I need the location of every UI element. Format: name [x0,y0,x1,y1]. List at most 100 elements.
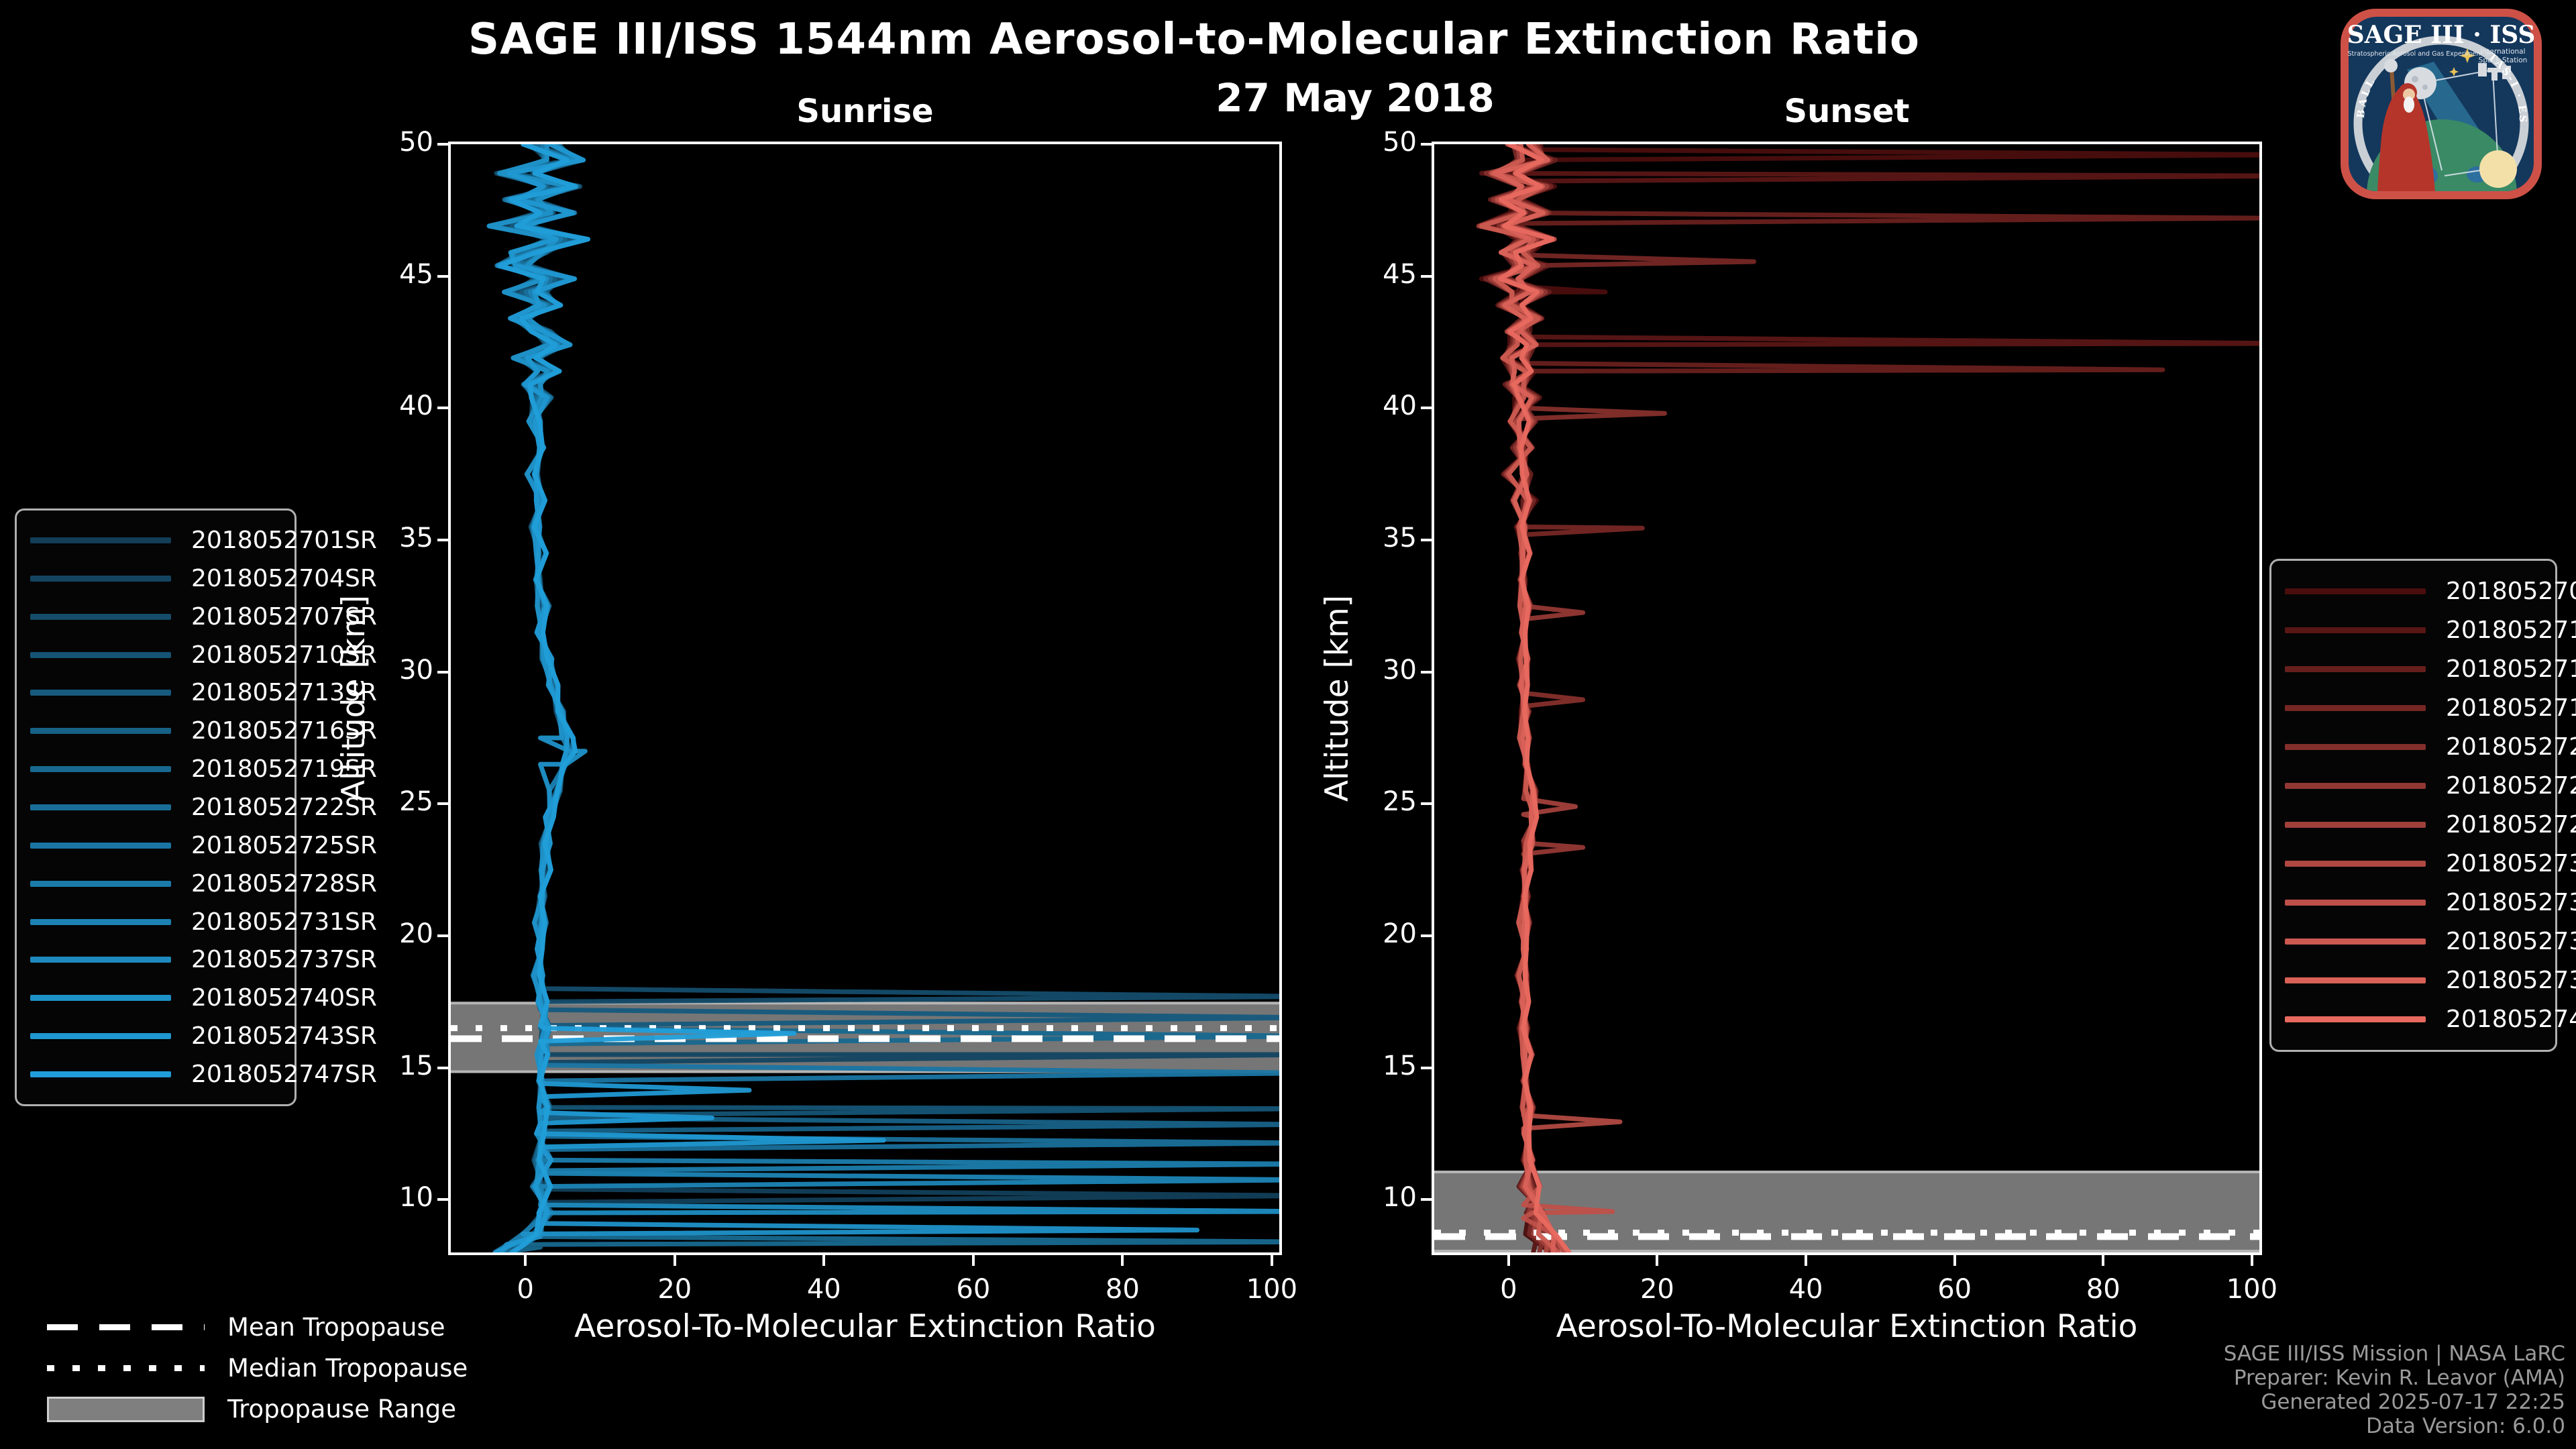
y-tick-mark [437,934,448,937]
legend-line-swatch [30,690,171,696]
x-tick-label: 40 [806,1274,841,1305]
legend-event-label: 2018052736SS [2446,928,2576,956]
x-tick-label: 100 [2226,1274,2278,1305]
legend-item: 2018052731SR [30,908,377,936]
patch-subtitle-right-1: International [2480,48,2525,56]
sage-iii-iss-logo: BALL TAS-I · ESA SAGE III · ISS Stratosp… [2341,9,2542,199]
y-tick-mark [1421,1066,1432,1069]
legend-item: 2018052747SR [30,1061,377,1088]
sunrise-plot-svg [451,144,1279,1252]
x-tick-label: 20 [657,1274,692,1305]
legend-line-swatch [2285,1016,2426,1023]
y-tick-label: 25 [399,786,433,818]
legend-event-label: 2018052709SS [2446,577,2576,605]
legend-event-label: 2018052710SR [191,641,377,669]
sunset-profile-2018052746SS [1498,144,1572,1252]
sunset-profile-2018052712SS [1479,144,2259,1252]
legend-event-label: 2018052747SR [191,1060,377,1088]
legend-line-swatch [2285,627,2426,633]
legend-item: 2018052713SR [30,679,377,706]
x-tick-mark [971,1255,975,1266]
y-tick-label: 25 [1383,786,1417,818]
legend-event-label: 2018052740SR [191,984,377,1012]
x-tick-mark [1507,1255,1510,1266]
legend-event-label: 2018052727SS [2446,811,2576,839]
x-tick-label: 0 [517,1274,534,1305]
legend-line-swatch [30,728,171,735]
sunset-profile-2018052736SS [1479,144,1561,1252]
legend-line-swatch [2285,900,2426,906]
legend-item: 2018052719SR [30,755,377,783]
legend-event-label: 2018052712SS [2446,616,2576,644]
y-tick-mark [437,274,448,278]
band-edge [1434,1250,2259,1252]
y-tick-mark [437,670,448,674]
patch-subtitle-left: Stratospheric Aerosol and Gas Experiment… [2347,50,2490,58]
x-tick-mark [1270,1255,1273,1266]
legend-line-swatch [30,766,171,773]
legend-event-label: 2018052725SR [191,831,377,859]
y-tick-mark [437,407,448,410]
legend-line-swatch [2285,704,2426,711]
legend-line-swatch [2285,822,2426,828]
sunset-axes [1432,142,2262,1255]
x-tick-mark [1121,1255,1124,1266]
legend-item: 2018052722SR [30,794,377,821]
legend-line-swatch [30,918,171,925]
legend-line-swatch [30,995,171,1002]
legend-item: 2018052710SR [30,641,377,669]
x-tick-label: 60 [1937,1274,1972,1305]
band-swatch [47,1396,205,1422]
father-time-figure [2377,59,2435,191]
y-tick-label: 15 [399,1050,433,1081]
legend-event-label: 2018052739SS [2446,967,2576,995]
x-tick-mark [1953,1255,1956,1266]
legend-event-label: 2018052718SS [2446,694,2576,722]
legend-item: 2018052743SR [30,1022,377,1050]
y-tick-mark [437,539,448,541]
legend-item: 2018052733SS [2285,889,2576,916]
legend-event-label: 2018052713SR [191,679,377,707]
dashed-line-swatch [47,1324,205,1330]
legend-line-swatch [30,1071,171,1077]
legend-item: 2018052718SS [2285,694,2576,722]
legend-event-label: 2018052701SR [191,526,377,554]
sunset-x-axis-label: Aerosol-To-Molecular Extinction Ratio [1556,1308,2138,1345]
sunrise-profile-2018052747SR [497,144,797,1252]
y-tick-mark [437,802,448,806]
legend-event-label: 2018052719SR [191,755,377,784]
sunset-event-legend: 2018052709SS 2018052712SS 2018052715SS 2018… [2269,559,2576,1052]
legend-event-label: 2018052704SR [191,564,377,592]
y-tick-label: 40 [1383,390,1417,422]
y-tick-label: 35 [1383,523,1417,553]
legend-line-swatch [30,957,171,963]
legend-event-label: 2018052730SS [2446,850,2576,878]
legend-event-label: 2018052743SR [191,1022,377,1051]
y-tick-label: 10 [1383,1182,1417,1214]
legend-event-label: 2018052715SS [2446,655,2576,683]
sunrise-panel-title: Sunrise [796,93,934,130]
legend-line-swatch [30,1033,171,1040]
x-tick-mark [2250,1255,2253,1266]
x-tick-mark [1805,1255,1808,1266]
credit-line: Preparer: Kevin R. Leavor (AMA) [2233,1366,2565,1390]
y-tick-mark [1421,539,1432,541]
band-edge [451,1070,1279,1073]
y-tick-label: 10 [399,1182,433,1214]
x-tick-label: 100 [1246,1274,1298,1305]
legend-line-swatch [30,804,171,810]
credit-line: Data Version: 6.0.0 [2365,1414,2565,1438]
dotted-line-swatch [47,1365,205,1371]
legend-event-label: 2018052716SR [191,717,377,745]
sunset-y-axis-label: Altitude [km] [1319,594,1356,802]
tropopause-range-legend-item: Tropopause Range [47,1389,468,1430]
tropopause-range-label: Tropopause Range [227,1395,457,1424]
legend-item: 2018052707SR [30,603,377,631]
figure-title: SAGE III/ISS 1544nm Aerosol-to-Molecular… [468,15,1920,64]
sunset-plot-svg [1434,144,2259,1252]
legend-item: 2018052715SS [2285,655,2576,683]
y-tick-label: 20 [399,918,433,949]
y-tick-label: 40 [399,390,433,422]
legend-event-label: 2018052728SR [191,869,377,898]
